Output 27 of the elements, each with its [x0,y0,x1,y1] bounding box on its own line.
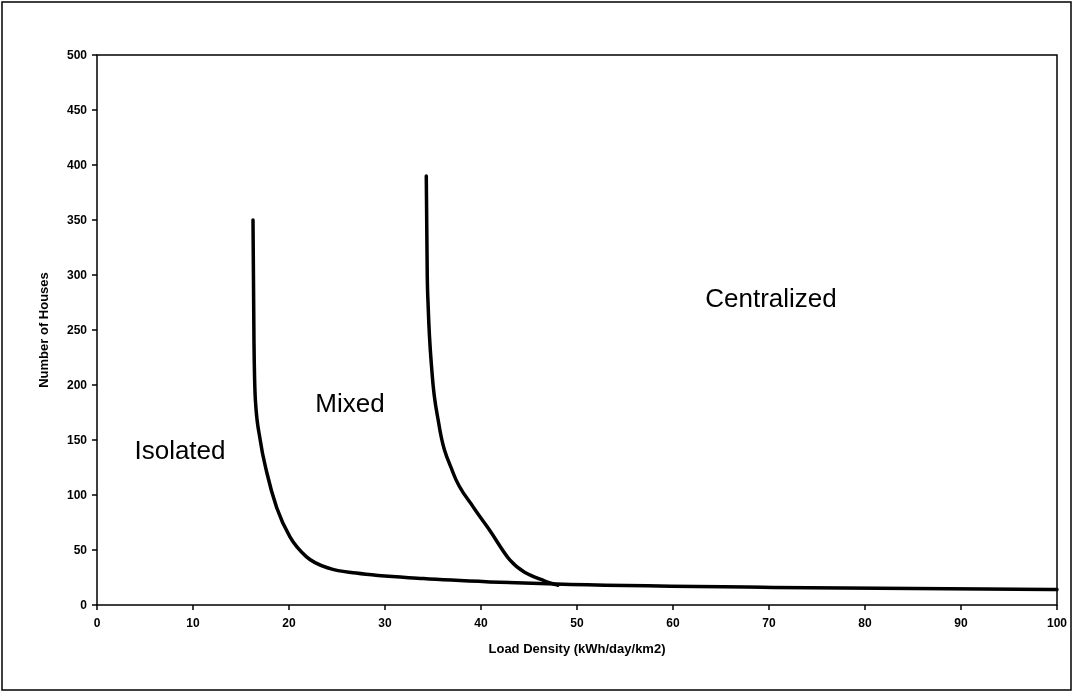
x-tick-label: 80 [858,616,872,630]
x-tick-label: 50 [570,616,584,630]
x-tick-label: 100 [1046,616,1068,630]
x-axis-title: Load Density (kWh/day/km2) [488,641,666,656]
y-tick-label: 500 [66,48,88,63]
y-axis-title: Number of Houses [36,272,51,388]
y-tick-label: 250 [66,323,88,338]
annotation: Isolated [134,435,226,466]
y-tick-label: 200 [66,378,88,393]
y-tick-label: 350 [66,213,88,228]
y-tick-label: 450 [66,103,88,118]
x-tick-label: 0 [93,616,101,630]
x-tick-label: 40 [474,616,488,630]
y-tick-label: 400 [66,158,88,173]
y-tick-label: 50 [73,543,88,558]
y-tick-label: 150 [66,433,88,448]
x-tick-label: 60 [666,616,680,630]
x-tick-label: 90 [954,616,968,630]
annotation: Centralized [705,283,837,314]
x-tick-label: 30 [378,616,392,630]
y-tick-label: 100 [66,488,88,503]
x-tick-label: 10 [186,616,200,630]
y-tick-label: 300 [66,268,88,283]
annotation: Mixed [315,388,385,419]
x-tick-label: 70 [762,616,776,630]
y-tick-label: 0 [80,598,88,613]
x-tick-label: 20 [282,616,296,630]
